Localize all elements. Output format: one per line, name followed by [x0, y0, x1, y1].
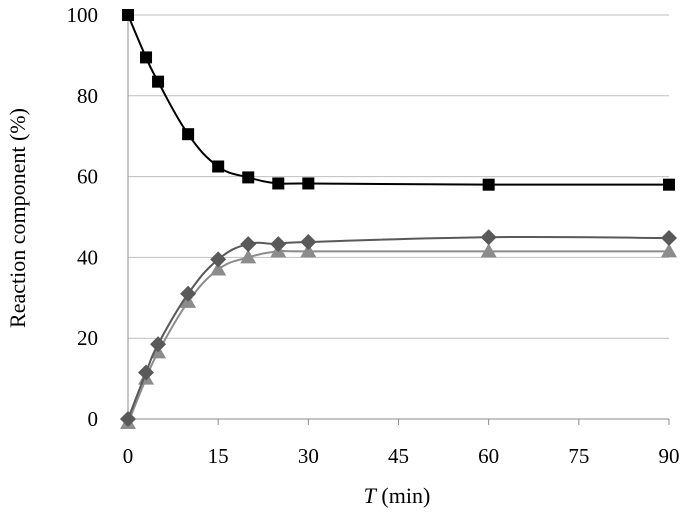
data-point-square: [272, 177, 285, 190]
data-point-square: [212, 160, 225, 173]
y-tick-label: 100: [67, 3, 99, 27]
series-triangle: [120, 243, 677, 430]
data-point-square: [140, 51, 153, 64]
data-point-square: [242, 171, 255, 184]
x-tick-label: 60: [478, 444, 499, 468]
x-tick-label: 75: [568, 444, 589, 468]
x-tick-label: 90: [659, 444, 680, 468]
series-line-square: [127, 14, 670, 186]
data-point-diamond: [138, 364, 155, 381]
data-point-diamond: [300, 234, 317, 251]
data-point-square: [152, 75, 165, 88]
y-tick-label: 60: [77, 165, 98, 189]
series-layer: [120, 9, 677, 430]
data-point-diamond: [180, 285, 197, 302]
data-point-diamond: [120, 411, 136, 427]
data-point-diamond: [661, 230, 677, 247]
y-tick-label: 40: [77, 245, 98, 269]
x-axis-unit: (min): [376, 483, 430, 508]
y-tick-label: 20: [77, 326, 98, 350]
series-square: [122, 9, 675, 191]
data-point-triangle: [210, 261, 227, 276]
data-point-square: [663, 178, 675, 191]
axes: [127, 15, 670, 425]
series-diamond: [120, 229, 677, 427]
data-point-diamond: [270, 236, 287, 253]
data-point-triangle: [480, 243, 497, 258]
gridlines: [128, 14, 669, 339]
data-point-triangle: [661, 243, 677, 258]
x-tick-label: 0: [123, 444, 134, 468]
y-tick-label: 80: [77, 84, 98, 108]
series-line-triangle: [127, 249, 669, 424]
data-point-square: [182, 128, 195, 141]
series-line-diamond: [127, 235, 670, 420]
y-tick-label: 0: [88, 407, 99, 431]
data-point-diamond: [240, 236, 257, 253]
x-tick-label: 45: [388, 444, 409, 468]
tick-labels: 0 20 40 60 80 100 0 15 30 45 60 75 90: [67, 3, 680, 468]
x-axis-title: T (min): [364, 483, 431, 508]
data-point-square: [122, 9, 134, 21]
x-axis-variable: T: [364, 483, 378, 508]
data-point-diamond: [210, 251, 227, 268]
x-tick-label: 30: [298, 444, 319, 468]
data-point-triangle: [240, 249, 257, 264]
data-point-diamond: [150, 336, 167, 353]
y-axis-title: Reaction component (%): [5, 108, 30, 328]
x-tick-label: 15: [208, 444, 229, 468]
data-point-square: [302, 177, 315, 190]
data-point-square: [482, 178, 495, 191]
data-point-diamond: [480, 229, 497, 246]
data-point-triangle: [300, 243, 317, 258]
